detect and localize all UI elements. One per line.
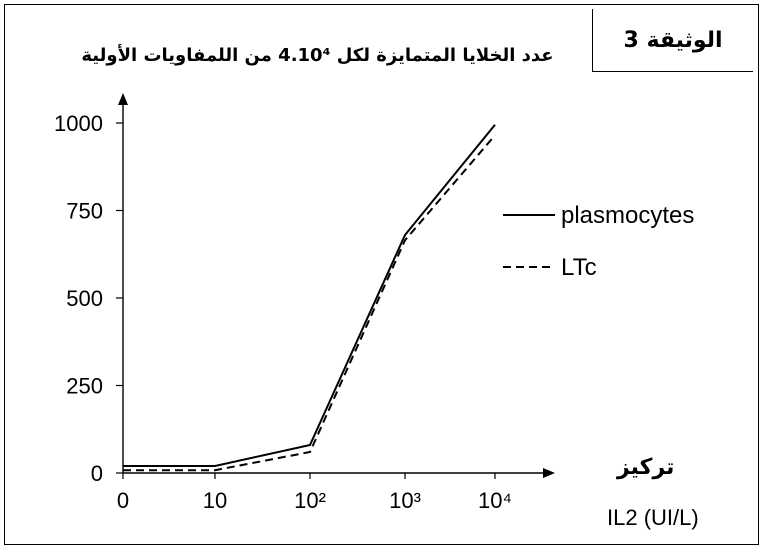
legend-label-ltc: LTc — [561, 254, 597, 281]
y-axis-arrow — [118, 93, 128, 105]
y-tick-label: 0 — [91, 461, 103, 486]
x-tick-label: 10 — [203, 488, 227, 513]
series-line-ltc — [123, 134, 496, 472]
series-line-plasmocytes — [123, 124, 496, 467]
x-tick-label: 10³ — [389, 488, 421, 513]
y-axis-label: عدد الخلايا المتمايزة لكل 4.10⁴ من اللمف… — [81, 45, 554, 66]
tick-labels: 0 250 500 750 1000 0 10 10² 10³ 10⁴ — [54, 111, 512, 513]
y-tick-label: 250 — [66, 374, 103, 399]
x-tick-label: 10⁴ — [478, 488, 512, 513]
legend-label-plasmocytes: plasmocytes — [561, 202, 694, 229]
legend: plasmocytes LTc — [503, 202, 694, 281]
y-tick-label: 750 — [66, 199, 103, 224]
x-tick-label: 10² — [294, 488, 326, 513]
x-axis-label-arabic: تركيز — [617, 455, 675, 480]
document-label: الوثيقة 3 — [592, 9, 753, 72]
x-axis-label-unit: IL2 (UI/L) — [607, 505, 699, 530]
x-tick-label: 0 — [117, 488, 129, 513]
series-layer — [123, 124, 496, 472]
x-axis-arrow — [543, 468, 555, 478]
y-tick-label: 1000 — [54, 111, 103, 136]
document-frame: الوثيقة 3 عدد الخلايا المتمايزة لكل 4.10… — [4, 4, 759, 545]
axes — [116, 93, 555, 479]
line-chart: 0 250 500 750 1000 0 10 10² 10³ 10⁴ plasmocytes LT… — [54, 93, 694, 513]
y-tick-label: 500 — [66, 286, 103, 311]
